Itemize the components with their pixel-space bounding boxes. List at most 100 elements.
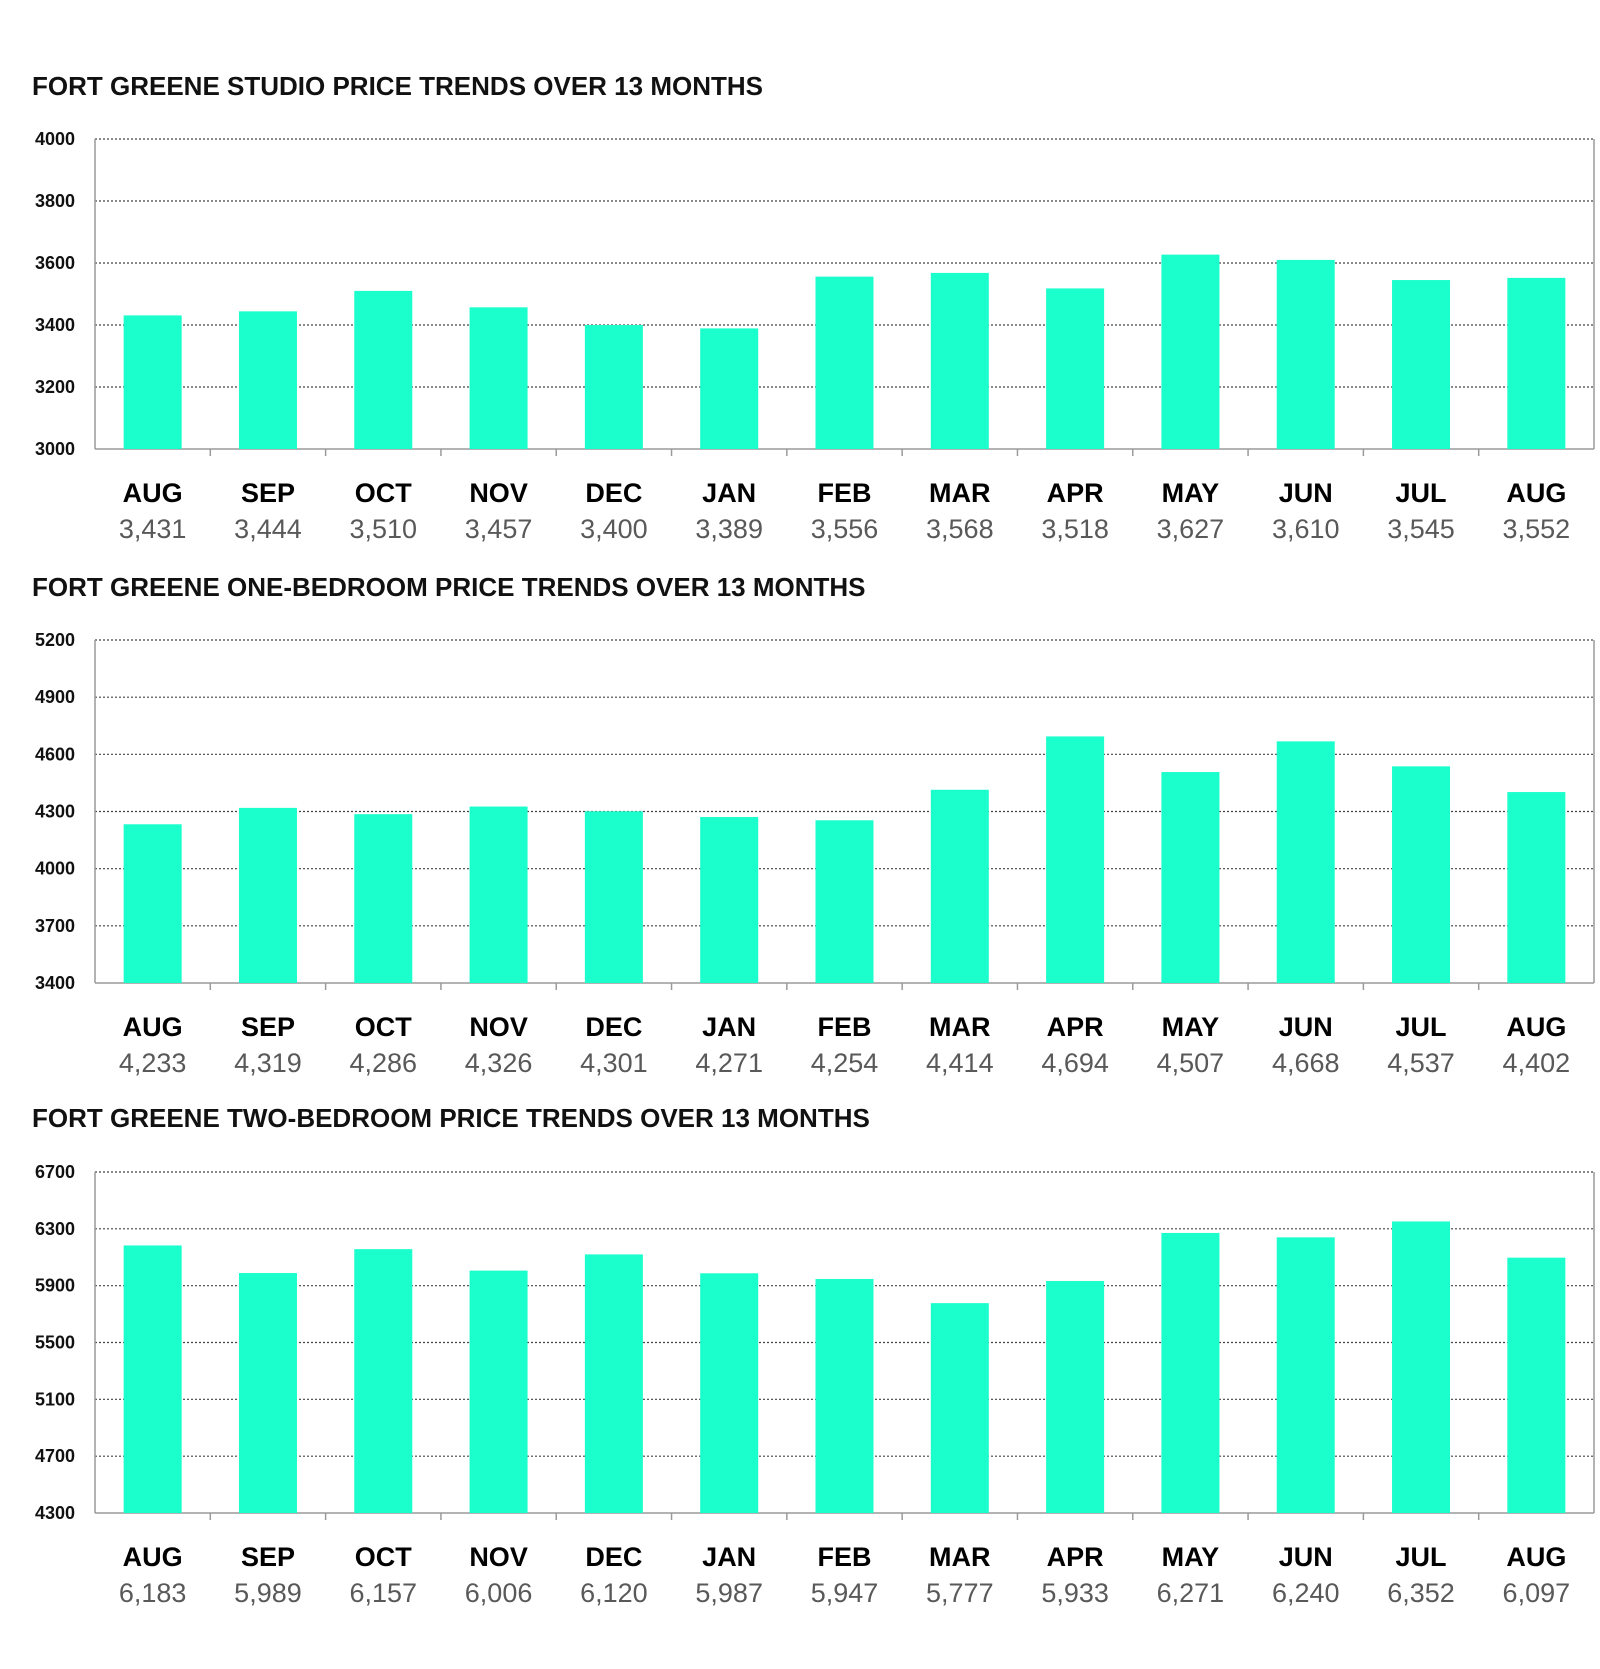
bar: [1507, 1257, 1566, 1513]
data-label: 6,120: [580, 1578, 648, 1608]
x-tick-label: MAY: [1162, 1012, 1220, 1042]
bar: [1161, 1232, 1220, 1513]
bar: [1046, 1280, 1105, 1513]
y-tick-label: 6700: [35, 1162, 75, 1182]
bar: [238, 1273, 297, 1513]
bar: [930, 272, 989, 449]
y-tick-label: 3200: [35, 377, 75, 397]
bar: [584, 1254, 643, 1513]
data-label: 4,233: [119, 1048, 187, 1078]
x-tick-label: JUN: [1279, 1542, 1333, 1572]
bar: [1507, 792, 1566, 983]
x-tick-label: DEC: [585, 1542, 642, 1572]
x-tick-label: JAN: [702, 1542, 756, 1572]
x-tick-label: SEP: [241, 1012, 295, 1042]
data-label: 6,157: [349, 1578, 417, 1608]
bar: [1276, 259, 1335, 449]
bar: [1276, 1237, 1335, 1513]
chart-title: FORT GREENE TWO-BEDROOM PRICE TRENDS OVE…: [32, 1103, 870, 1133]
data-label: 5,933: [1041, 1578, 1109, 1608]
bar: [354, 814, 413, 983]
data-label: 4,537: [1387, 1048, 1455, 1078]
x-tick-label: MAR: [929, 1542, 991, 1572]
chart-panel-3: FORT GREENE TWO-BEDROOM PRICE TRENDS OVE…: [32, 1103, 1595, 1608]
x-tick-label: JUL: [1396, 1012, 1447, 1042]
x-tick-label: NOV: [469, 478, 528, 508]
x-tick-label: JUN: [1279, 1012, 1333, 1042]
y-tick-label: 4600: [35, 744, 75, 764]
data-label: 3,610: [1272, 514, 1340, 544]
x-tick-label: AUG: [1506, 1542, 1566, 1572]
y-tick-label: 5200: [35, 630, 75, 650]
bar: [469, 1270, 528, 1513]
bar: [238, 311, 297, 449]
x-tick-label: JAN: [702, 1012, 756, 1042]
data-label: 3,568: [926, 514, 994, 544]
data-label: 5,987: [695, 1578, 763, 1608]
data-label: 6,240: [1272, 1578, 1340, 1608]
x-tick-label: AUG: [1506, 478, 1566, 508]
x-tick-label: SEP: [241, 478, 295, 508]
data-label: 4,694: [1041, 1048, 1109, 1078]
data-label: 6,183: [119, 1578, 187, 1608]
data-label: 5,777: [926, 1578, 994, 1608]
data-label: 4,319: [234, 1048, 302, 1078]
x-tick-label: NOV: [469, 1542, 528, 1572]
bar: [815, 1278, 874, 1513]
x-tick-label: DEC: [585, 1012, 642, 1042]
x-tick-label: APR: [1047, 1012, 1104, 1042]
bar: [469, 307, 528, 449]
data-label: 5,947: [811, 1578, 879, 1608]
x-tick-label: AUG: [123, 1542, 183, 1572]
x-tick-label: NOV: [469, 1012, 528, 1042]
data-label: 4,414: [926, 1048, 994, 1078]
chart-panel-1: FORT GREENE STUDIO PRICE TRENDS OVER 13 …: [32, 71, 1595, 544]
x-tick-label: AUG: [1506, 1012, 1566, 1042]
bar: [1161, 254, 1220, 449]
x-tick-label: MAR: [929, 478, 991, 508]
bar: [354, 1249, 413, 1513]
bar: [1161, 772, 1220, 983]
bar: [1507, 277, 1566, 449]
data-label: 3,431: [119, 514, 187, 544]
y-tick-label: 3400: [35, 315, 75, 335]
y-tick-label: 3700: [35, 916, 75, 936]
data-label: 6,006: [465, 1578, 533, 1608]
x-tick-label: JUN: [1279, 478, 1333, 508]
bar: [815, 276, 874, 449]
bar: [123, 824, 182, 983]
x-tick-label: JUL: [1396, 478, 1447, 508]
x-tick-label: APR: [1047, 478, 1104, 508]
data-label: 4,271: [695, 1048, 763, 1078]
bar: [1046, 288, 1105, 449]
data-label: 4,301: [580, 1048, 648, 1078]
chart-title: FORT GREENE STUDIO PRICE TRENDS OVER 13 …: [32, 71, 763, 101]
data-label: 3,545: [1387, 514, 1455, 544]
y-tick-label: 4000: [35, 859, 75, 879]
bar: [700, 328, 759, 449]
y-tick-label: 3400: [35, 973, 75, 993]
bar: [238, 807, 297, 983]
bar: [1046, 736, 1105, 983]
x-tick-label: JAN: [702, 478, 756, 508]
y-tick-label: 4300: [35, 1503, 75, 1523]
data-label: 3,400: [580, 514, 648, 544]
x-tick-label: FEB: [818, 1542, 872, 1572]
x-tick-label: MAY: [1162, 1542, 1220, 1572]
bar: [815, 820, 874, 983]
bar: [930, 1303, 989, 1513]
y-tick-label: 3600: [35, 253, 75, 273]
data-label: 4,668: [1272, 1048, 1340, 1078]
data-label: 4,286: [349, 1048, 417, 1078]
x-tick-label: JUL: [1396, 1542, 1447, 1572]
data-label: 3,552: [1503, 514, 1571, 544]
bar: [1392, 766, 1451, 983]
y-tick-label: 4900: [35, 687, 75, 707]
bar: [1276, 741, 1335, 983]
data-label: 5,989: [234, 1578, 302, 1608]
data-label: 3,444: [234, 514, 302, 544]
bar: [123, 315, 182, 449]
x-tick-label: AUG: [123, 478, 183, 508]
x-tick-label: OCT: [355, 478, 413, 508]
x-tick-label: DEC: [585, 478, 642, 508]
